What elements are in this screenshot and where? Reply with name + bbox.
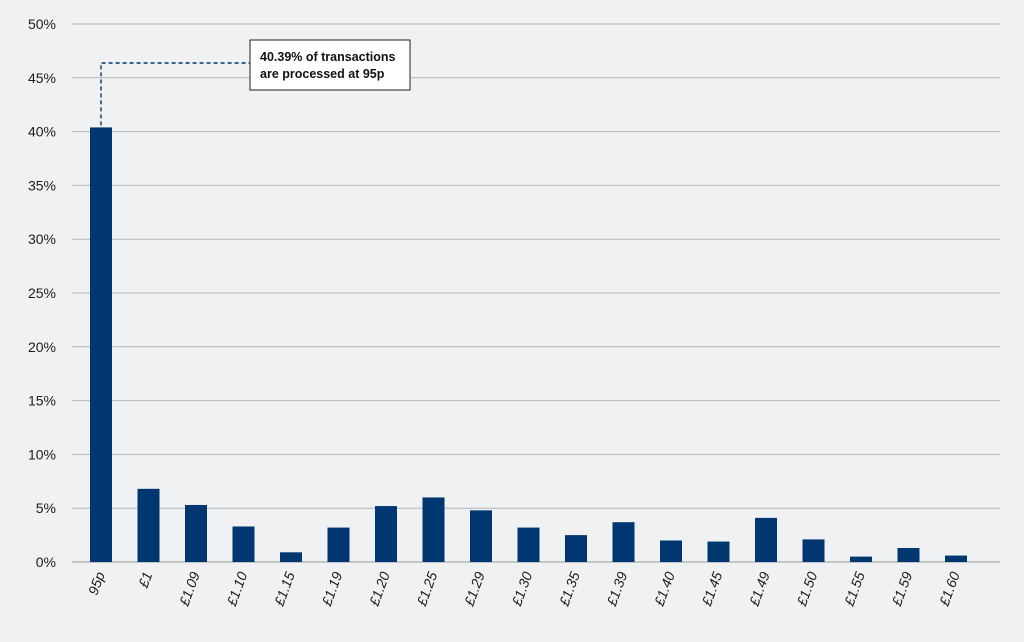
x-axis-tick-labels: 95p £1 £1.09 £1.10 £1.15 £1.19 £1.20 £1.25 £1.29… bbox=[85, 569, 963, 609]
bar bbox=[422, 497, 445, 562]
x-tick-label: £1.39 bbox=[603, 569, 630, 609]
gridlines bbox=[72, 23, 1000, 563]
x-tick-label: £1.60 bbox=[935, 569, 962, 609]
y-axis-tick-labels: 0% 5% 10% 15% 20% 25% 30% 35% 40% 45% 50% bbox=[28, 16, 56, 570]
bar bbox=[375, 506, 397, 562]
y-tick-label: 40% bbox=[28, 124, 56, 140]
bar bbox=[280, 552, 302, 562]
x-tick-label: £1.45 bbox=[698, 569, 725, 609]
bar bbox=[185, 504, 207, 562]
bar bbox=[850, 556, 872, 562]
bar bbox=[945, 555, 967, 562]
x-tick-label: £1.29 bbox=[460, 569, 487, 609]
y-tick-label: 50% bbox=[28, 16, 56, 32]
x-tick-label: £1.09 bbox=[175, 569, 202, 609]
bar bbox=[755, 517, 777, 562]
x-tick-label: 95p bbox=[85, 569, 108, 597]
annotation: 40.39% of transactions are processed at … bbox=[100, 39, 411, 126]
annotation-text-line-2: are processed at 95p bbox=[260, 67, 385, 81]
x-tick-label: £1.40 bbox=[650, 569, 677, 609]
y-tick-label: 5% bbox=[36, 500, 56, 516]
x-tick-label: £1 bbox=[135, 570, 156, 591]
bar bbox=[90, 127, 112, 563]
bar bbox=[517, 527, 540, 562]
bar bbox=[232, 526, 255, 562]
bars bbox=[90, 127, 967, 563]
x-tick-label: £1.35 bbox=[555, 569, 582, 609]
y-tick-label: 25% bbox=[28, 285, 56, 301]
bar bbox=[137, 488, 160, 562]
x-tick-label: £1.49 bbox=[745, 569, 772, 609]
x-tick-label: £1.55 bbox=[840, 569, 867, 609]
x-tick-label: £1.19 bbox=[318, 569, 345, 609]
bar bbox=[565, 535, 587, 562]
y-tick-label: 0% bbox=[36, 554, 56, 570]
x-tick-label: £1.10 bbox=[223, 569, 250, 609]
annotation-leader-line bbox=[100, 62, 250, 126]
x-tick-label: £1.25 bbox=[413, 569, 440, 609]
annotation-box bbox=[249, 39, 411, 91]
x-tick-label: £1.50 bbox=[793, 569, 820, 609]
x-tick-label: £1.30 bbox=[508, 569, 535, 609]
bar bbox=[897, 548, 920, 562]
x-tick-label: £1.15 bbox=[270, 569, 297, 609]
x-tick-label: £1.20 bbox=[365, 569, 392, 609]
bar bbox=[660, 540, 682, 562]
y-tick-label: 10% bbox=[28, 446, 56, 462]
bar bbox=[470, 510, 492, 562]
bar bbox=[612, 522, 635, 562]
y-tick-label: 35% bbox=[28, 177, 56, 193]
y-tick-label: 20% bbox=[28, 339, 56, 355]
bar bbox=[707, 541, 730, 562]
y-tick-label: 30% bbox=[28, 231, 56, 247]
y-tick-label: 45% bbox=[28, 70, 56, 86]
y-tick-label: 15% bbox=[28, 393, 56, 409]
bar bbox=[802, 539, 825, 562]
annotation-text-line-1: 40.39% of transactions bbox=[260, 50, 396, 64]
x-tick-label: £1.59 bbox=[888, 569, 915, 609]
bar bbox=[327, 527, 350, 562]
